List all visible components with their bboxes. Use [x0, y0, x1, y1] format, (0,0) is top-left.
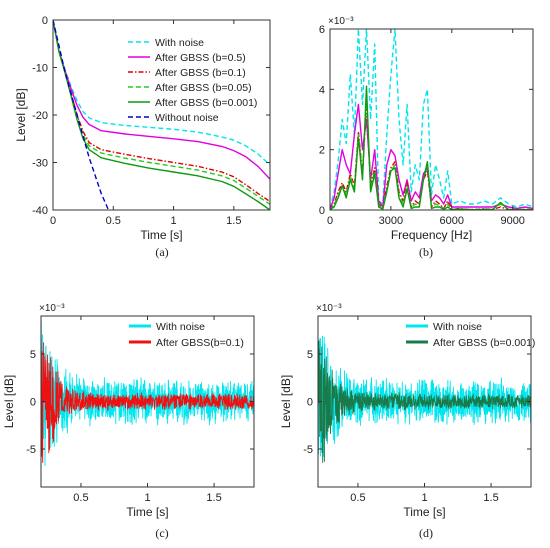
legend: With noise After GBSS(b=0.1): [129, 321, 244, 349]
y-tick-label: 0: [319, 205, 325, 217]
x-tick-label: 0.5: [350, 492, 365, 504]
x-axis-label: Time [s]: [140, 228, 182, 242]
y-tick-label: -10: [32, 63, 48, 75]
series-line-2: [41, 342, 254, 463]
panel-a: 0 0.5 1 1.5 -40 -30 -20 -10 0 Time [s] Level [dB] (…: [14, 15, 271, 259]
y-tick-label: -20: [32, 110, 48, 122]
series-line-5: [53, 20, 270, 210]
x-tick-label: 3000: [379, 215, 403, 227]
x-tick-label: 0: [50, 215, 56, 227]
x-tick-label: 1: [144, 492, 150, 504]
panel-caption: (c): [155, 526, 168, 540]
panel-caption: (d): [419, 526, 433, 540]
plot-area: [41, 320, 254, 467]
x-tick-label: 6000: [440, 215, 464, 227]
y-tick-label: 0: [307, 397, 313, 409]
x-axis-label: Frequency [Hz]: [391, 228, 472, 242]
legend: With noise After GBSS (b=0.5) After GBSS (…: [128, 37, 257, 124]
x-tick-label: 1.5: [483, 492, 498, 504]
x-tick-label: 1.5: [206, 492, 221, 504]
legend-label-2: After GBSS(b=0.1): [156, 337, 244, 349]
x-axis-label: Time [s]: [126, 505, 168, 519]
x-tick-label: 0: [327, 215, 333, 227]
y-tick-label: 6: [319, 24, 325, 36]
legend-label-6: Without noise: [155, 112, 219, 124]
legend-label-1: With noise: [156, 321, 205, 333]
exponent-label: ×10⁻³: [316, 303, 342, 314]
series-line-1: [330, 29, 533, 209]
plot-area: [53, 20, 270, 210]
x-tick-label: 0.5: [106, 215, 121, 227]
exponent-label: ×10⁻³: [328, 16, 354, 27]
x-tick-label: 1: [170, 215, 176, 227]
y-axis-label: Level [dB]: [279, 375, 293, 428]
y-tick-label: -5: [26, 444, 36, 456]
legend-label-2: After GBSS (b=0.001): [433, 337, 535, 349]
y-tick-label: 5: [30, 349, 36, 361]
panel-c: 0.5 1 1.5 -5 0 5 ×10⁻³ Time [s] Level [dB] (c) Wit…: [2, 303, 255, 540]
axes-box: [329, 28, 534, 211]
legend-label-3: After GBSS (b=0.1): [155, 67, 246, 79]
series-line-6: [53, 20, 110, 210]
legend-label-2: After GBSS (b=0.5): [155, 52, 246, 64]
y-tick-label: 0: [42, 15, 48, 27]
legend-label-1: With noise: [433, 321, 482, 333]
exponent-label: ×10⁻³: [39, 303, 65, 314]
series-line-2: [330, 103, 533, 210]
x-tick-label: 9000: [500, 215, 524, 227]
series-line-2: [318, 340, 531, 463]
x-tick-label: 0.5: [73, 492, 88, 504]
series-line-2: [53, 20, 270, 180]
legend: With noise After GBSS (b=0.001): [406, 321, 535, 349]
x-axis-label: Time [s]: [403, 505, 445, 519]
x-tick-label: 1: [421, 492, 427, 504]
y-axis-label: Level [dB]: [2, 375, 16, 428]
panel-caption: (a): [155, 245, 168, 259]
plot-area: [318, 335, 531, 463]
legend-label-5: After GBSS (b=0.001): [155, 97, 257, 109]
x-tick-label: 1.5: [226, 215, 241, 227]
y-tick-label: -40: [32, 205, 48, 217]
series-line-4: [53, 20, 270, 205]
legend-label-4: After GBSS (b=0.05): [155, 82, 252, 94]
y-tick-label: 2: [319, 145, 325, 157]
series-line-1: [318, 335, 531, 458]
y-tick-label: -5: [303, 444, 313, 456]
y-tick-label: 5: [307, 349, 313, 361]
panel-b: 0 3000 6000 9000 0 2 4 6×10⁻³ Frequency [Hz] (b): [319, 16, 534, 259]
panel-d: 0.5 1 1.5 -5 0 5 ×10⁻³ Time [s] Level [dB] (d) Wit…: [279, 303, 535, 540]
y-axis-label: Level [dB]: [14, 88, 28, 141]
y-tick-label: 0: [30, 397, 36, 409]
plot-area: [330, 29, 533, 210]
y-tick-label: 4: [319, 84, 325, 96]
panel-caption: (b): [419, 245, 433, 259]
series-line-1: [53, 20, 270, 166]
y-tick-label: -30: [32, 158, 48, 170]
legend-label-1: With noise: [155, 37, 204, 49]
